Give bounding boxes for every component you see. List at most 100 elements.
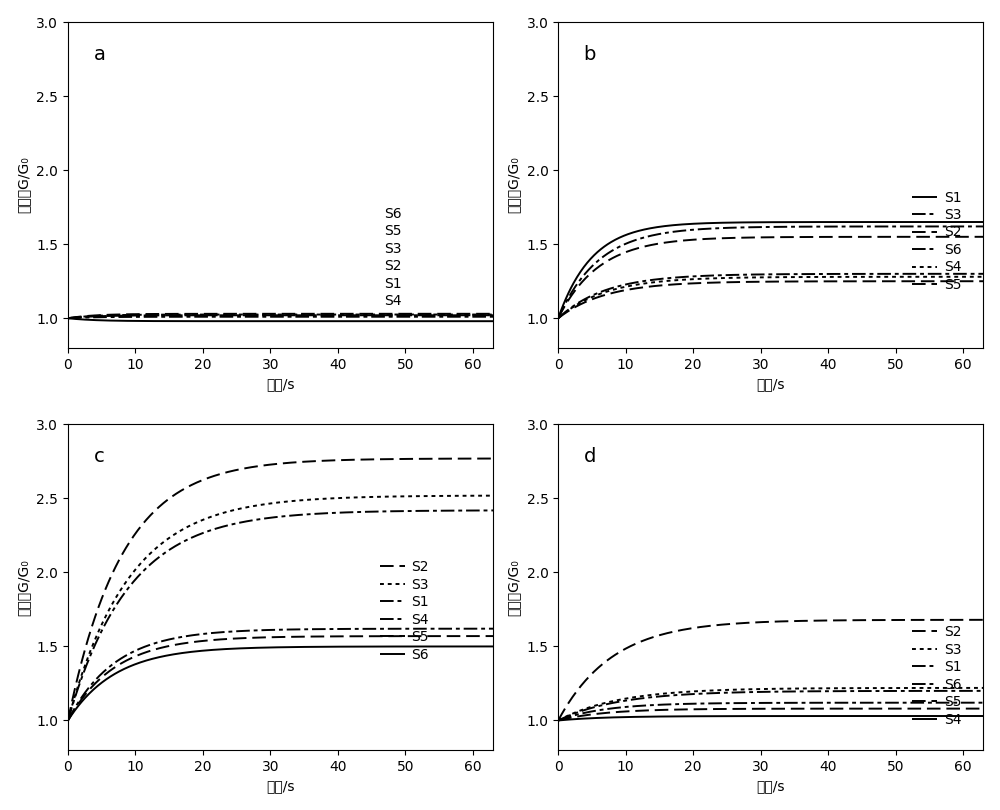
S3 — [805, 222, 817, 232]
S4 — [552, 715, 564, 725]
S2 — [754, 232, 766, 242]
S5 — [487, 631, 499, 641]
S1 — [292, 510, 304, 520]
Line: S1: S1 — [68, 317, 493, 318]
S2 — [292, 310, 304, 320]
S2 — [977, 615, 989, 625]
S6 — [967, 698, 979, 708]
S1 — [782, 687, 794, 697]
Line: S4: S4 — [558, 716, 983, 720]
S4 — [782, 272, 794, 282]
S1 — [292, 312, 304, 322]
S2 — [977, 232, 989, 241]
S2 — [477, 310, 489, 320]
S1 — [264, 513, 276, 522]
S1 — [757, 687, 769, 697]
S4 — [754, 272, 766, 282]
S2 — [757, 232, 769, 242]
S2 — [782, 616, 794, 626]
S4 — [315, 625, 327, 634]
S2 — [805, 232, 817, 242]
S1 — [477, 505, 489, 515]
S2 — [967, 232, 979, 241]
Line: S4: S4 — [558, 277, 983, 318]
S4 — [757, 711, 769, 721]
S1 — [977, 686, 989, 696]
S5 — [805, 276, 817, 286]
S1 — [782, 217, 794, 227]
S5 — [901, 704, 913, 714]
S4 — [62, 715, 74, 725]
S4 — [292, 625, 304, 634]
S1 — [901, 686, 913, 696]
S1 — [805, 217, 817, 227]
S3 — [901, 683, 913, 693]
S3 — [264, 499, 276, 509]
S1 — [315, 312, 327, 322]
Line: S5: S5 — [558, 709, 983, 720]
Line: S5: S5 — [68, 315, 493, 318]
Line: S1: S1 — [558, 222, 983, 318]
S3 — [292, 496, 304, 505]
S6 — [782, 269, 794, 279]
S4 — [805, 272, 817, 282]
S1 — [552, 313, 564, 323]
S3 — [552, 313, 564, 323]
S4 — [410, 624, 422, 633]
Line: S6: S6 — [558, 703, 983, 720]
S6 — [62, 715, 74, 725]
S3 — [977, 683, 989, 693]
S5 — [410, 631, 422, 641]
Text: a: a — [93, 45, 105, 64]
S3 — [782, 684, 794, 693]
Line: S2: S2 — [558, 620, 983, 720]
S3 — [754, 222, 766, 232]
S3 — [901, 222, 913, 232]
Line: S4: S4 — [68, 629, 493, 720]
S2 — [315, 310, 327, 320]
S4 — [264, 317, 276, 326]
Y-axis label: 响应值G/G₀: 响应值G/G₀ — [17, 559, 31, 616]
S4 — [782, 711, 794, 721]
S4 — [487, 317, 499, 326]
S3 — [757, 684, 769, 694]
S1 — [901, 217, 913, 227]
S6 — [292, 642, 304, 652]
S3 — [266, 498, 278, 508]
S3 — [315, 309, 327, 319]
Line: S5: S5 — [558, 281, 983, 318]
S4 — [410, 317, 422, 326]
S5 — [292, 632, 304, 642]
S3 — [754, 684, 766, 694]
S2 — [266, 459, 278, 469]
S3 — [264, 309, 276, 319]
Line: S2: S2 — [68, 458, 493, 720]
S2 — [901, 232, 913, 241]
Line: S4: S4 — [68, 318, 493, 322]
S3 — [62, 715, 74, 725]
S5 — [264, 310, 276, 320]
S3 — [805, 684, 817, 693]
S6 — [977, 269, 989, 279]
S3 — [487, 309, 499, 319]
S2 — [552, 715, 564, 725]
S1 — [266, 513, 278, 522]
S5 — [901, 276, 913, 286]
S2 — [62, 313, 74, 323]
S1 — [552, 715, 564, 725]
S2 — [487, 454, 499, 463]
Text: c: c — [93, 447, 104, 467]
Line: S3: S3 — [558, 227, 983, 318]
Line: S6: S6 — [68, 313, 493, 318]
S1 — [410, 312, 422, 322]
S2 — [552, 313, 564, 323]
S5 — [977, 276, 989, 286]
S3 — [266, 309, 278, 319]
S3 — [552, 715, 564, 725]
S4 — [264, 625, 276, 635]
S6 — [805, 269, 817, 279]
S2 — [62, 715, 74, 725]
S5 — [292, 310, 304, 320]
S6 — [805, 698, 817, 708]
S6 — [292, 309, 304, 318]
